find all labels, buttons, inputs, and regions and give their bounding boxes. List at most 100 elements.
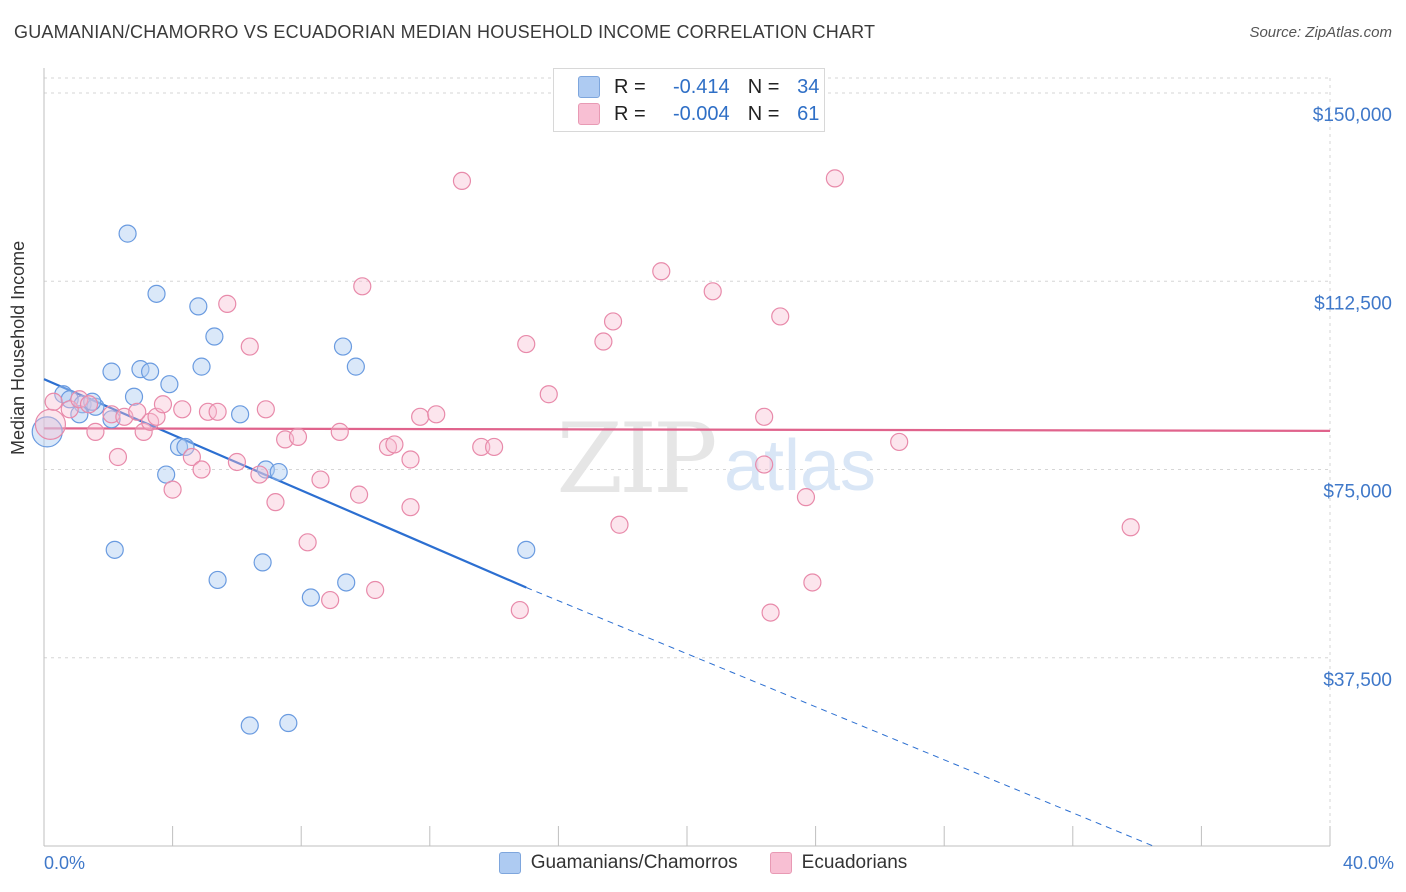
x-tick-label: 40.0%: [1343, 853, 1394, 873]
point-ecuadorian: [349, 485, 369, 504]
legend-r-label: R =: [614, 75, 646, 98]
point-ecuadorian: [652, 262, 671, 281]
point-ecuadorian: [44, 392, 63, 411]
point-guamanian: [189, 297, 208, 316]
point-ecuadorian: [311, 470, 330, 489]
point-guamanian: [147, 284, 166, 303]
point-guamanian: [231, 405, 250, 424]
point-ecuadorian: [610, 515, 629, 534]
legend-swatch-ecuadorian: [578, 103, 600, 125]
point-ecuadorian: [452, 171, 472, 191]
point-ecuadorian: [401, 498, 420, 517]
trend-line-guamanian: [43, 378, 527, 589]
point-guamanian: [333, 337, 353, 356]
chart-title: GUAMANIAN/CHAMORRO VS ECUADORIAN MEDIAN …: [14, 22, 876, 42]
point-ecuadorian: [240, 337, 259, 356]
legend-row-ecuadorian: R = -0.004 N = 61: [578, 102, 819, 126]
point-ecuadorian: [208, 402, 227, 421]
series-legend: Guamanians/Chamorros Ecuadorians: [0, 852, 1406, 874]
point-guamanian: [517, 540, 536, 559]
point-ecuadorian: [330, 422, 349, 441]
y-tick-label: $75,000: [1323, 482, 1392, 503]
legend-n-value: 34: [797, 75, 820, 98]
point-ecuadorian: [198, 402, 218, 421]
legend-n-label: N =: [747, 75, 780, 98]
point-ecuadorian: [803, 573, 822, 592]
y-tick-label: $37,500: [1323, 670, 1392, 691]
point-guamanian: [140, 362, 160, 381]
tick-labels: $150,000 $112,500 $75,000 $37,500 0.0% 40.0%: [44, 105, 1394, 873]
watermark-atlas: atlas: [724, 426, 876, 506]
series-legend-ecuadorian: Ecuadorians: [769, 852, 908, 874]
point-ecuadorian: [163, 480, 182, 499]
point-ecuadorian: [517, 334, 536, 354]
legend-n-value: 61: [797, 102, 820, 125]
legend-r-label: R =: [614, 102, 646, 125]
point-ecuadorian: [227, 452, 246, 472]
point-ecuadorian: [256, 400, 275, 419]
point-guamanian: [337, 573, 356, 592]
trend-line-guamanian-extension: [526, 587, 1154, 847]
point-ecuadorian: [134, 422, 153, 441]
point-ecuadorian: [79, 395, 99, 414]
point-ecuadorian: [485, 437, 504, 457]
point-ecuadorian: [771, 307, 790, 326]
point-guamanian: [205, 327, 224, 346]
point-ecuadorian: [86, 422, 105, 441]
series-label-guamanian: Guamanians/Chamorros: [530, 852, 738, 873]
y-tick-label: $112,500: [1314, 293, 1392, 314]
series-label-ecuadorian: Ecuadorians: [801, 852, 908, 873]
point-guamanian: [240, 716, 259, 735]
point-ecuadorian: [472, 437, 491, 457]
point-guamanian: [346, 357, 365, 376]
trend-line-ecuadorian: [43, 427, 1331, 432]
point-guamanian: [157, 465, 176, 484]
point-ecuadorian: [427, 405, 446, 424]
x-tick-label: 0.0%: [44, 853, 85, 873]
series-legend-guamanian: Guamanians/Chamorros: [498, 852, 738, 874]
legend-row-guamanian: R = -0.414 N = 34: [578, 75, 819, 99]
point-ecuadorian: [1121, 518, 1140, 537]
series-swatch-guamanian: [498, 852, 521, 874]
point-ecuadorian: [182, 447, 201, 467]
point-ecuadorian: [108, 447, 128, 467]
point-guamanian: [301, 588, 320, 607]
point-guamanian: [160, 375, 179, 394]
point-ecuadorian: [385, 435, 404, 454]
point-ecuadorian: [128, 402, 147, 421]
point-ecuadorian: [250, 465, 269, 484]
point-ecuadorian: [825, 169, 844, 188]
watermark: ZIP atlas: [556, 403, 876, 515]
point-ecuadorian: [755, 407, 774, 426]
y-axis-title: Median Household Income: [8, 240, 28, 455]
point-ecuadorian: [890, 432, 909, 452]
point-ecuadorian: [353, 277, 372, 296]
point-ecuadorian: [755, 455, 774, 474]
point-ecuadorian: [70, 390, 89, 409]
point-ecuadorian: [266, 493, 285, 512]
point-ecuadorian: [366, 580, 385, 600]
point-guamanian: [208, 570, 227, 590]
point-guamanian: [31, 416, 63, 448]
series-swatch-ecuadorian: [769, 852, 792, 874]
point-guamanian: [105, 540, 124, 559]
watermark-zip: ZIP: [556, 403, 715, 515]
point-ecuadorian: [796, 488, 816, 507]
point-ecuadorian: [298, 533, 317, 552]
y-tick-label: $150,000: [1313, 105, 1392, 126]
point-guamanian: [169, 437, 189, 457]
point-ecuadorian: [192, 460, 211, 479]
point-guamanian: [253, 553, 272, 572]
legend-r-value: -0.414: [672, 75, 730, 98]
point-ecuadorian: [761, 603, 780, 622]
point-ecuadorian: [594, 332, 613, 351]
point-guamanian: [124, 387, 144, 406]
chart-source: Source: ZipAtlas.com: [1249, 24, 1392, 41]
point-guamanian: [279, 713, 298, 733]
point-ecuadorian: [173, 400, 192, 419]
legend-r-value: -0.004: [672, 102, 730, 125]
point-ecuadorian: [288, 427, 308, 447]
point-guamanian: [176, 437, 195, 457]
point-ecuadorian: [703, 282, 722, 301]
